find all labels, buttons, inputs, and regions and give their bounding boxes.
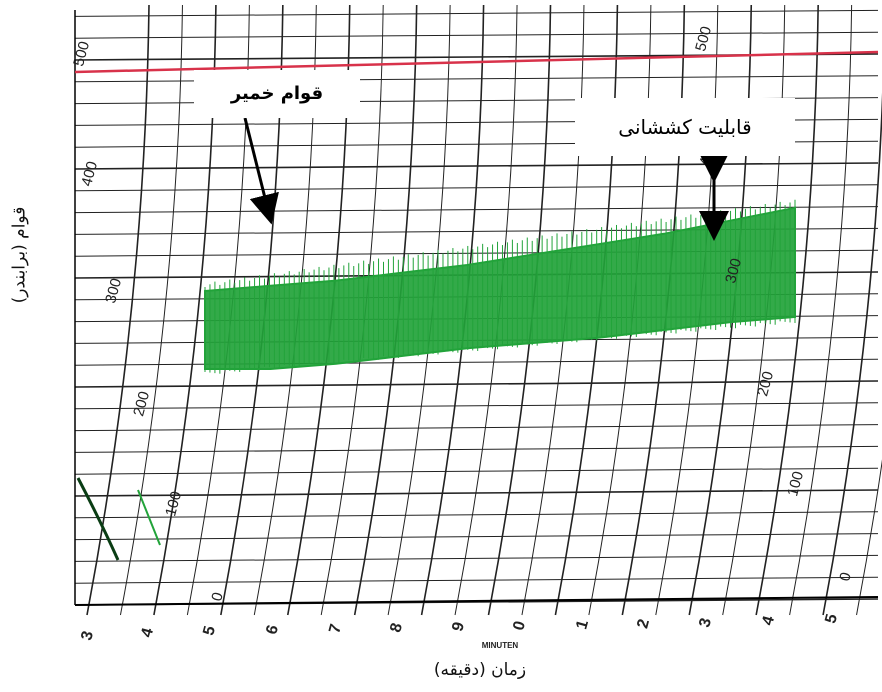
x-tick-label: 1 — [573, 618, 592, 631]
grid-h-line — [74, 402, 879, 410]
x-tick-label: 5 — [822, 612, 841, 625]
x-tick-labels: 3 4 5 6 7 8 9 0 1 2 3 4 5 — [78, 612, 841, 642]
y-tick-label: 500 — [692, 25, 715, 54]
x-tick-label: 8 — [387, 621, 406, 634]
y-tick-label: 0 — [836, 571, 855, 583]
y-tick-label: 300 — [722, 257, 745, 286]
grid-h-line — [74, 554, 879, 562]
x-tick-label: 5 — [200, 624, 219, 637]
grid-v-curve — [119, 4, 183, 616]
grid-v-curve — [856, 459, 882, 616]
y-tick-label: 500 — [70, 40, 93, 69]
y-tick-label: 100 — [162, 490, 185, 519]
grid-h-line — [74, 576, 879, 584]
y-tick-labels: 00100100200200300300400400500500 — [70, 25, 855, 604]
x-tick-label: 3 — [696, 616, 715, 629]
x-tick-label: 4 — [759, 614, 778, 627]
secondary-trace-green — [137, 489, 161, 546]
y-axis-label-box: قوام (برابندر) — [4, 150, 34, 360]
x-tick-label: 6 — [263, 623, 282, 636]
grid-v-curve — [755, 4, 819, 616]
secondary-trace-dark — [76, 477, 120, 561]
grid-v-curve — [86, 4, 150, 616]
annotation-extensibility: قابلیت کششانی — [575, 98, 795, 156]
x-tick-label: 3 — [78, 629, 97, 642]
annotation-consistency: قوام خمیر — [194, 70, 360, 118]
grid-h-line — [74, 206, 879, 214]
x-tick-label: 4 — [138, 626, 157, 639]
grid-h-line — [74, 445, 879, 453]
y-tick-label: 200 — [130, 390, 153, 419]
x-tick-label: 2 — [634, 617, 653, 630]
x-tick-label: 9 — [449, 620, 468, 633]
consistency-arrow — [243, 117, 279, 225]
data-band-group — [76, 199, 796, 561]
x-unit-label: MINUTEN — [481, 641, 519, 650]
grid-h-line — [74, 380, 879, 388]
reference-line-group — [74, 50, 879, 74]
grid-h-line — [74, 9, 879, 17]
reference-line-500 — [74, 50, 879, 74]
consistency-band — [204, 206, 796, 370]
annotation-arrows — [243, 117, 729, 241]
y-tick-label: 0 — [208, 591, 227, 603]
grid-h-line — [74, 31, 879, 39]
grid-h-line — [74, 424, 879, 432]
grid-h-line — [74, 162, 879, 170]
grid-v-curve — [789, 4, 853, 616]
x-tick-label: 7 — [326, 622, 345, 635]
y-tick-label: 100 — [784, 470, 807, 499]
y-axis-label: قوام (برابندر) — [9, 206, 29, 304]
grid-h-line — [74, 358, 879, 366]
grid-v-curve — [822, 91, 882, 616]
grid-h-line — [74, 467, 879, 475]
x-tick-label: 0 — [510, 619, 529, 632]
x-axis-line — [74, 596, 879, 606]
y-tick-label: 300 — [102, 277, 125, 306]
y-tick-label: 400 — [78, 160, 101, 189]
grid-h-line — [74, 511, 879, 519]
grid-h-line — [74, 533, 879, 541]
y-tick-label: 200 — [754, 370, 777, 399]
x-axis-label: زمان (دقیقه) — [433, 660, 527, 680]
